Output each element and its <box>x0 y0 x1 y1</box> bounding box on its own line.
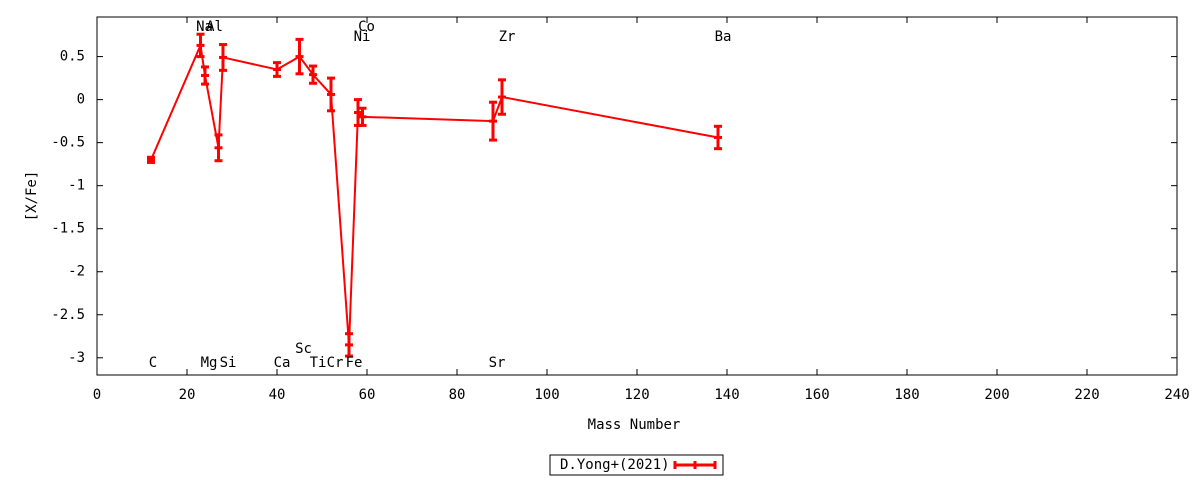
y-tick-label: -1 <box>68 178 85 194</box>
x-tick-label: 140 <box>714 387 739 403</box>
element-label: Fe <box>346 355 363 371</box>
element-label: Si <box>220 355 237 371</box>
y-tick-label: -3 <box>68 350 85 366</box>
legend-label: D.Yong+(2021) <box>560 457 670 473</box>
y-tick-label: -0.5 <box>51 135 85 151</box>
element-label: Ca <box>274 355 291 371</box>
y-tick-label: -2.5 <box>51 307 85 323</box>
element-label: Sc <box>295 341 312 357</box>
element-label: Na <box>196 19 213 35</box>
element-label: C <box>149 355 157 371</box>
x-tick-label: 180 <box>894 387 919 403</box>
series-line <box>150 41 719 345</box>
y-axis-label: [X/Fe] <box>24 171 40 222</box>
element-label: Cr <box>327 355 344 371</box>
element-label: Zr <box>499 29 516 45</box>
element-label: Sr <box>489 355 506 371</box>
x-tick-label: 160 <box>804 387 829 403</box>
x-tick-label: 0 <box>93 387 101 403</box>
legend-box <box>549 454 724 476</box>
x-tick-label: 240 <box>1164 387 1189 403</box>
element-label: Ba <box>715 29 732 45</box>
x-tick-label: 100 <box>534 387 559 403</box>
element-label: Mg <box>201 355 218 371</box>
element-label: Co <box>358 19 375 35</box>
x-axis-label: Mass Number <box>588 417 681 433</box>
y-tick-label: 0.5 <box>60 49 85 65</box>
x-tick-label: 80 <box>449 387 466 403</box>
y-tick-label: -2 <box>68 264 85 280</box>
x-tick-label: 220 <box>1074 387 1099 403</box>
element-label: Al <box>206 19 223 35</box>
x-tick-label: 60 <box>359 387 376 403</box>
x-tick-label: 20 <box>179 387 196 403</box>
y-tick-label: -1.5 <box>51 221 85 237</box>
x-tick-label: 120 <box>624 387 649 403</box>
y-tick-label: 0 <box>77 92 85 108</box>
element-label: Ti <box>310 355 327 371</box>
x-tick-label: 200 <box>984 387 1009 403</box>
x-tick-label: 40 <box>269 387 286 403</box>
plot-frame <box>96 16 1178 376</box>
element-label: Ni <box>354 29 371 45</box>
